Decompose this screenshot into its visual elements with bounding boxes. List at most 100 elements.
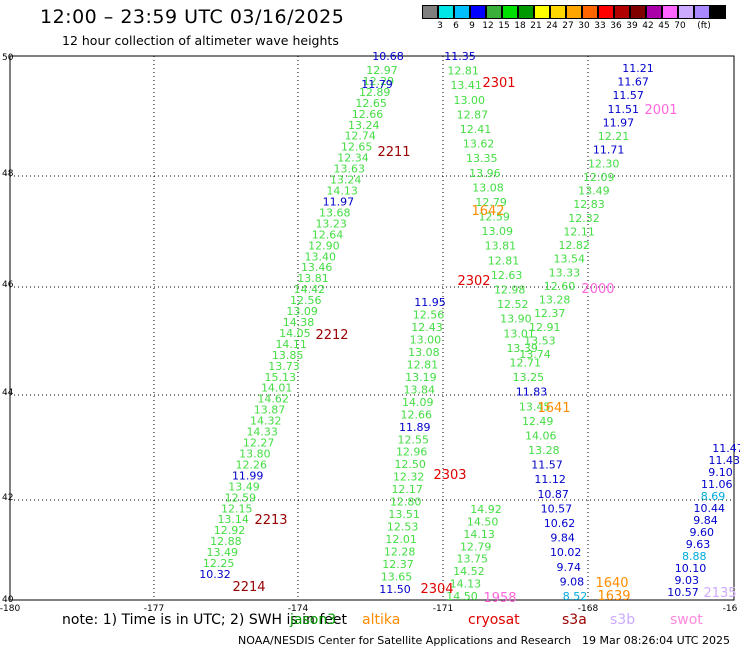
- track-b-value: 10.87: [537, 488, 569, 501]
- track-c-value: 13.19: [405, 371, 437, 384]
- track-b-value: 12.49: [522, 415, 554, 428]
- track-a-highlight: 11.79: [361, 78, 393, 91]
- track-b-value: 13.96: [469, 167, 501, 180]
- legend-s3b: s3b: [610, 612, 636, 628]
- track-e-value: 11.67: [617, 76, 649, 89]
- track-a-value: 12.90: [308, 239, 340, 252]
- scale-swatch: [518, 5, 534, 19]
- scale-swatch: [422, 5, 438, 19]
- track-b-value: 11.35: [444, 50, 476, 63]
- scale-swatch: [550, 5, 566, 19]
- track-e-value: 12.32: [568, 212, 600, 225]
- track-c-value: 12.50: [394, 458, 426, 471]
- pass-time-label: 2302: [457, 274, 490, 289]
- track-b-value: 10.57: [541, 502, 573, 515]
- scale-label: 30: [578, 21, 590, 31]
- legend-jason3: jason3: [290, 612, 337, 628]
- track-c-value: 12.43: [411, 321, 443, 334]
- track-b-value: 12.81: [488, 254, 520, 267]
- pass-time-label: 2211: [377, 145, 410, 160]
- track-a-value: 13.40: [305, 250, 337, 263]
- track-b-value: 12.71: [510, 357, 542, 370]
- scale-swatch: [582, 5, 598, 19]
- pass-time-label: 1958: [483, 591, 516, 606]
- track-e-value: 13.33: [549, 266, 581, 279]
- track-a-value: 13.63: [334, 163, 366, 176]
- track-e-value: 12.11: [563, 225, 595, 238]
- lat-label: 42: [2, 493, 13, 503]
- track-c-value: 11.50: [379, 583, 411, 596]
- track-a-value: 14.13: [326, 185, 358, 198]
- track-e-value: 13.54: [554, 253, 586, 266]
- scale-label: 42: [642, 21, 654, 31]
- track-e-value: 12.60: [544, 280, 576, 293]
- lon-label: -171: [433, 604, 453, 614]
- track-a-value: 12.15: [221, 502, 253, 515]
- pass-time-label: 1640: [595, 576, 628, 591]
- track-b-value: 13.62: [463, 138, 495, 151]
- scale-label: 33: [594, 21, 606, 31]
- track-a-value: 13.80: [239, 448, 271, 461]
- track-b-value: 13.90: [500, 313, 532, 326]
- pass-time-label: 2304: [420, 582, 453, 597]
- pass-time-label: 1642: [471, 204, 504, 219]
- map-frame: [9, 55, 735, 601]
- track-a-value: 14.01: [261, 382, 293, 395]
- track-f-value: 9.60: [690, 526, 715, 539]
- track-d-value: 14.13: [463, 528, 495, 541]
- track-c-value: 12.55: [398, 433, 430, 446]
- track-c-value: 11.89: [399, 421, 431, 434]
- track-a-value: 14.33: [246, 426, 278, 439]
- lon-label: -16: [723, 604, 738, 614]
- pass-time-label: 2001: [644, 103, 677, 118]
- track-a-value: 13.46: [301, 261, 333, 274]
- track-f-value: 10.10: [675, 562, 707, 575]
- pass-time-label: 2000: [581, 282, 614, 297]
- track-e-value: 12.91: [529, 321, 561, 334]
- scale-swatch: [646, 5, 662, 19]
- track-a-value: 13.14: [217, 513, 249, 526]
- track-c-value: 13.84: [404, 383, 436, 396]
- track-d-value: 14.52: [453, 565, 485, 578]
- pass-time-label: 2301: [482, 76, 515, 91]
- track-b-value: 10.62: [544, 517, 576, 530]
- track-b-value: 9.74: [557, 561, 582, 574]
- scale-swatch: [614, 5, 630, 19]
- lat-label: 50: [2, 53, 14, 63]
- track-a-value: 14.32: [250, 415, 282, 428]
- pass-time-label: 2303: [433, 468, 466, 483]
- note-line: note: 1) Time is in UTC; 2) SWH is in fe…: [62, 612, 347, 628]
- track-f-value: 9.03: [675, 574, 700, 587]
- track-b-value: 13.28: [528, 444, 560, 457]
- track-e-value: 12.37: [534, 307, 566, 320]
- track-a-value: 12.26: [236, 458, 268, 471]
- scale-label: 21: [530, 21, 542, 31]
- track-f-value: 11.06: [701, 478, 733, 491]
- track-b-value: 11.12: [534, 473, 566, 486]
- track-b-value: 12.41: [460, 123, 492, 136]
- scale-label: 6: [453, 21, 459, 31]
- scale-label: 12: [482, 21, 494, 31]
- track-c-value: 12.56: [413, 309, 445, 322]
- track-a-value: 13.87: [254, 404, 286, 417]
- track-e-value: 13.49: [578, 185, 610, 198]
- track-b-value: 14.06: [525, 430, 557, 443]
- scale-swatch: [630, 5, 646, 19]
- track-b-value: 13.25: [513, 371, 545, 384]
- track-c-value: 12.01: [385, 533, 417, 546]
- track-a-value: 14.42: [294, 283, 326, 296]
- pass-time-label: 2212: [315, 328, 348, 343]
- track-e-value: 12.30: [588, 157, 620, 170]
- track-c-value: 12.80: [390, 496, 422, 509]
- track-b-value: 13.39: [506, 342, 538, 355]
- scale-label: 70: [674, 21, 686, 31]
- pass-time-label: 1639: [597, 589, 630, 604]
- track-d-value: 14.92: [470, 503, 502, 516]
- track-a-value: 12.27: [243, 437, 275, 450]
- track-e-value: 12.82: [558, 239, 590, 252]
- track-f-value: 9.84: [693, 514, 718, 527]
- track-b-value: 13.41: [450, 79, 482, 92]
- track-b-value: 13.01: [503, 327, 535, 340]
- track-a-value: 12.65: [355, 97, 387, 110]
- track-f-value: 10.44: [694, 502, 726, 515]
